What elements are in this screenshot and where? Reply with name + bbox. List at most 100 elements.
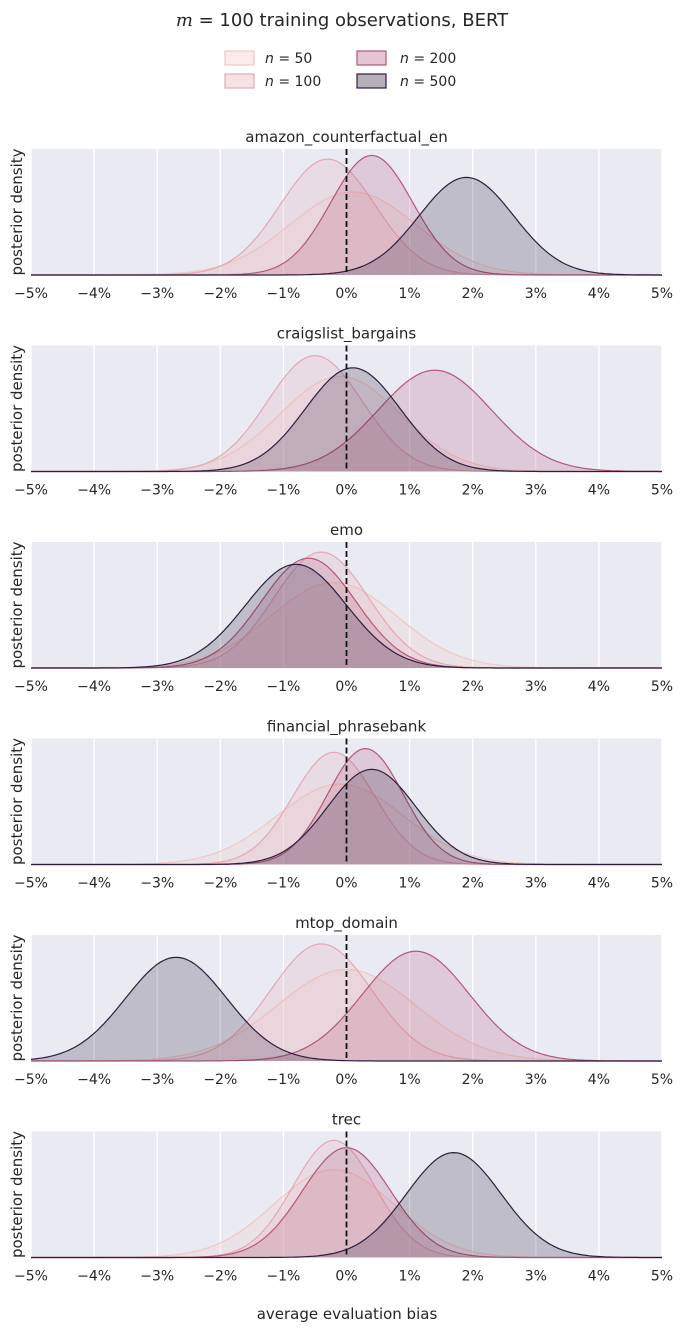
panel-title: amazon_counterfactual_en: [245, 128, 447, 147]
x-tick-label: −2%: [203, 286, 237, 302]
x-tick-label: −4%: [77, 679, 111, 695]
x-tick-label: 3%: [525, 1269, 547, 1285]
x-tick-label: −2%: [203, 876, 237, 892]
panel-mtop-domain: mtop_domain posterior density −5% −4% −3% −2%…: [8, 914, 673, 1088]
density-area-n50: [31, 376, 662, 472]
x-tick-label: −1%: [266, 876, 300, 892]
x-tick-label: −1%: [266, 1269, 300, 1285]
panel-title: mtop_domain: [295, 914, 398, 933]
y-axis-label: posterior density: [8, 738, 26, 865]
x-tick-label: −3%: [140, 876, 174, 892]
x-tick-label: 0%: [335, 876, 357, 892]
y-axis-label: posterior density: [8, 934, 26, 1061]
x-tick-label: −4%: [77, 286, 111, 302]
x-tick-label: 5%: [651, 483, 673, 499]
x-tick-label: 3%: [525, 876, 547, 892]
figure-title: m = 100 training observations, BERT: [176, 10, 509, 31]
x-tick-label: −2%: [203, 483, 237, 499]
x-tick-label: 3%: [525, 679, 547, 695]
x-tick-label: −3%: [140, 286, 174, 302]
density-line-n50: [31, 968, 662, 1062]
x-tick-label: 4%: [588, 1269, 610, 1285]
density-area-n100: [31, 752, 662, 865]
x-tick-label: 5%: [651, 679, 673, 695]
legend-label-n100: n = 100: [265, 74, 321, 90]
density-area-n200: [31, 1147, 662, 1258]
panels: amazon_counterfactual_en posterior densit…: [8, 128, 673, 1285]
x-tick-label: −1%: [266, 1072, 300, 1088]
x-tick-label: 5%: [651, 1269, 673, 1285]
density-area-n50: [31, 969, 662, 1061]
x-tick-label: −3%: [140, 1072, 174, 1088]
density-area-n500: [31, 957, 662, 1061]
legend-swatch-n50: [224, 50, 255, 66]
density-area-n200: [31, 951, 662, 1061]
x-tick-label: 5%: [651, 1072, 673, 1088]
y-axis-label: posterior density: [8, 1131, 26, 1258]
legend-entry-n500: n = 500: [356, 73, 456, 90]
x-tick-label: 0%: [335, 1269, 357, 1285]
x-tick-label: −5%: [14, 1269, 48, 1285]
panel-craigslist-bargains: craigslist_bargains posterior density −5% −…: [8, 325, 673, 499]
x-tick-label: −5%: [14, 286, 48, 302]
x-tick-label: −3%: [140, 1269, 174, 1285]
title-variable: m: [176, 10, 193, 31]
legend-swatch-n100: [224, 73, 255, 89]
x-tick-label: 1%: [398, 679, 420, 695]
legend-entry-n50: n = 50: [224, 50, 312, 67]
x-tick-label: 4%: [588, 679, 610, 695]
panel-title: craigslist_bargains: [277, 325, 417, 344]
legend-entry-n200: n = 200: [356, 50, 456, 67]
x-tick-label: 1%: [398, 286, 420, 302]
panel-amazon-counterfactual-en: amazon_counterfactual_en posterior densit…: [8, 128, 673, 302]
y-axis-label: posterior density: [8, 541, 26, 668]
x-tick-label: −5%: [14, 679, 48, 695]
x-tick-label: 0%: [335, 483, 357, 499]
legend-label-n500: n = 500: [400, 74, 456, 90]
x-tick-label: 3%: [525, 286, 547, 302]
x-tick-label: −1%: [266, 483, 300, 499]
x-tick-label: 5%: [651, 286, 673, 302]
x-tick-label: 4%: [588, 286, 610, 302]
panel-trec: trec posterior density −5% −4% −3% −2% −1% 0% 1%…: [8, 1111, 673, 1285]
x-tick-label: −5%: [14, 876, 48, 892]
y-axis-label: posterior density: [8, 148, 26, 275]
x-tick-label: −4%: [77, 876, 111, 892]
x-tick-label: −3%: [140, 483, 174, 499]
x-tick-label: −3%: [140, 679, 174, 695]
x-tick-label: 2%: [462, 679, 484, 695]
x-tick-label: −1%: [266, 679, 300, 695]
x-tick-label: 2%: [462, 1072, 484, 1088]
density-line-n200: [31, 950, 662, 1062]
legend-swatch-n500: [356, 73, 387, 89]
y-axis-label: posterior density: [8, 345, 26, 472]
density-area-n200: [31, 370, 662, 472]
x-tick-label: 4%: [588, 1072, 610, 1088]
panel-emo: emo posterior density −5% −4% −3% −2% −1% 0% 1% 2…: [8, 521, 673, 695]
legend-label-n50: n = 50: [265, 51, 312, 67]
panel-financial-phrasebank: financial_phrasebank posterior density −5%…: [8, 718, 673, 892]
legend-label-n200: n = 200: [400, 51, 456, 67]
panel-title: emo: [330, 521, 363, 539]
x-tick-label: −5%: [14, 1072, 48, 1088]
x-tick-label: 2%: [462, 1269, 484, 1285]
x-tick-label: 3%: [525, 483, 547, 499]
x-axis-label: average evaluation bias: [257, 1305, 438, 1323]
x-tick-label: 4%: [588, 483, 610, 499]
x-tick-label: −4%: [77, 483, 111, 499]
legend-swatch-n200: [356, 50, 387, 66]
density-area-n500: [31, 769, 662, 865]
density-line-n500: [30, 956, 662, 1062]
title-text: = 100 training observations, BERT: [193, 10, 509, 31]
x-tick-label: 2%: [462, 286, 484, 302]
legend-entry-n100: n = 100: [224, 73, 321, 90]
x-tick-label: −2%: [203, 1269, 237, 1285]
x-tick-label: 1%: [398, 876, 420, 892]
x-tick-label: 0%: [335, 679, 357, 695]
x-tick-label: −4%: [77, 1269, 111, 1285]
x-tick-label: 0%: [335, 286, 357, 302]
panel-title: trec: [332, 1111, 361, 1129]
x-tick-label: −2%: [203, 1072, 237, 1088]
x-tick-label: 4%: [588, 876, 610, 892]
